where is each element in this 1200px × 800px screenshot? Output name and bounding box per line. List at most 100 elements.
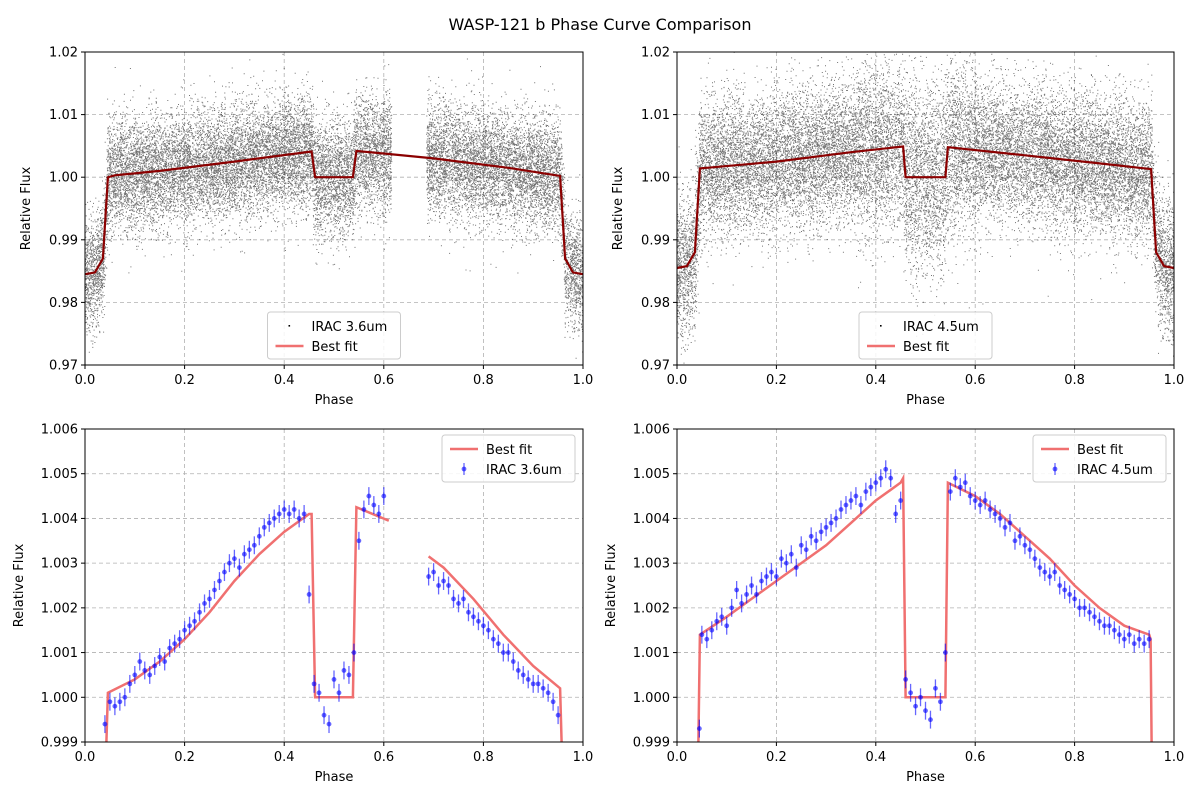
data-point xyxy=(122,694,128,700)
data-point xyxy=(550,699,556,705)
binned-point xyxy=(823,518,829,537)
binned-point xyxy=(696,719,702,738)
data-point xyxy=(535,681,541,687)
y-tick-label: 1.000 xyxy=(41,691,78,706)
data-point xyxy=(1116,632,1122,638)
data-point xyxy=(366,493,372,499)
data-point xyxy=(167,645,173,651)
data-point xyxy=(187,623,192,629)
data-point xyxy=(813,538,819,544)
data-point xyxy=(376,511,382,517)
binned-point xyxy=(286,505,292,523)
binned-point xyxy=(162,652,168,671)
binned-point xyxy=(381,487,387,506)
binned-point xyxy=(858,496,864,514)
data-point xyxy=(903,677,909,682)
legend-label: IRAC 3.6um xyxy=(486,463,562,478)
data-point xyxy=(246,547,252,553)
data-point xyxy=(341,668,347,673)
data-point xyxy=(962,480,968,486)
data-point xyxy=(1121,636,1127,642)
y-tick-label: 1.02 xyxy=(49,46,78,61)
binned-point xyxy=(1012,531,1018,550)
data-point xyxy=(1097,618,1102,624)
fit-line-segment xyxy=(105,505,390,742)
data-point xyxy=(251,542,257,548)
data-point xyxy=(157,654,163,660)
y-tick-label: 1.02 xyxy=(641,46,670,61)
data-point xyxy=(301,511,307,517)
binned-point xyxy=(212,581,217,599)
data-point xyxy=(838,507,844,512)
binned-point xyxy=(749,576,754,595)
binned-point xyxy=(798,536,804,555)
data-point xyxy=(510,659,516,664)
binned-point xyxy=(699,625,705,644)
binned-point xyxy=(192,612,197,631)
binned-point xyxy=(351,643,357,662)
y-axis: 0.999 1.000 1.001 1.002 1.003 1.004 1.005 1.006 xyxy=(41,423,85,751)
data-point xyxy=(893,511,899,517)
data-point xyxy=(540,685,546,691)
data-point xyxy=(947,489,953,494)
binned-point xyxy=(1047,567,1053,586)
axes-frame xyxy=(84,428,584,743)
data-point xyxy=(709,627,715,633)
binned-point xyxy=(724,616,730,635)
legend-label: IRAC 3.6um xyxy=(312,320,388,335)
x-tick-label: 0.6 xyxy=(373,750,394,765)
y-axis: 0.97 0.98 0.99 1.00 1.01 1.02 xyxy=(641,46,677,374)
binned-point xyxy=(942,643,948,662)
binned-point xyxy=(938,692,943,711)
data-point xyxy=(1131,641,1137,647)
binned-point xyxy=(754,585,759,604)
data-point xyxy=(982,498,988,503)
binned-point xyxy=(982,491,988,510)
binned-point xyxy=(476,612,481,631)
x-axis-label: Phase xyxy=(906,770,945,785)
binned-point xyxy=(261,518,267,537)
data-point xyxy=(749,583,754,588)
x-axis: 0.0 0.2 0.4 0.6 0.8 1.0 xyxy=(667,742,1184,765)
binned-point xyxy=(1126,625,1132,644)
binned-point xyxy=(251,536,257,555)
binned-point xyxy=(1072,589,1077,608)
binned-point xyxy=(1121,630,1127,649)
binned-point xyxy=(868,478,874,497)
binned-point xyxy=(1087,603,1092,622)
data-point xyxy=(783,560,789,566)
data-point xyxy=(858,502,864,508)
y-axis-label: Relative Flux xyxy=(12,543,27,627)
binned-point xyxy=(550,692,556,711)
x-tick-label: 0.8 xyxy=(473,373,494,388)
x-tick-label: 0.8 xyxy=(1064,373,1085,388)
data-point xyxy=(227,560,232,566)
panel-top-right: 0.0 0.2 0.4 0.6 0.8 1.0 0.97 0.98 0.99 1.00 1.01 1.… xyxy=(611,46,1184,409)
data-point xyxy=(461,596,466,602)
data-point xyxy=(490,636,496,642)
data-point xyxy=(197,609,202,615)
legend-entry: Best fit xyxy=(1041,443,1123,458)
data-point xyxy=(798,542,804,548)
legend: Best fit IRAC 3.6um xyxy=(441,434,576,483)
binned-point xyxy=(436,576,441,595)
data-point xyxy=(843,502,849,508)
binned-point xyxy=(336,683,342,702)
data-point xyxy=(321,712,327,718)
binned-point xyxy=(1067,585,1073,604)
data-point xyxy=(1072,596,1077,602)
y-tick-label: 1.003 xyxy=(41,557,78,572)
data-point xyxy=(530,681,536,687)
data-point xyxy=(212,587,217,593)
data-point xyxy=(1057,583,1063,588)
data-point xyxy=(1007,520,1013,526)
data-point xyxy=(520,672,526,678)
binned-point xyxy=(853,487,859,506)
data-point xyxy=(739,600,745,606)
data-point xyxy=(162,659,168,664)
data-point xyxy=(848,498,854,503)
legend-label: Best fit xyxy=(312,340,358,355)
binned-point xyxy=(893,505,899,523)
data-point xyxy=(431,569,436,575)
data-point xyxy=(192,618,197,624)
